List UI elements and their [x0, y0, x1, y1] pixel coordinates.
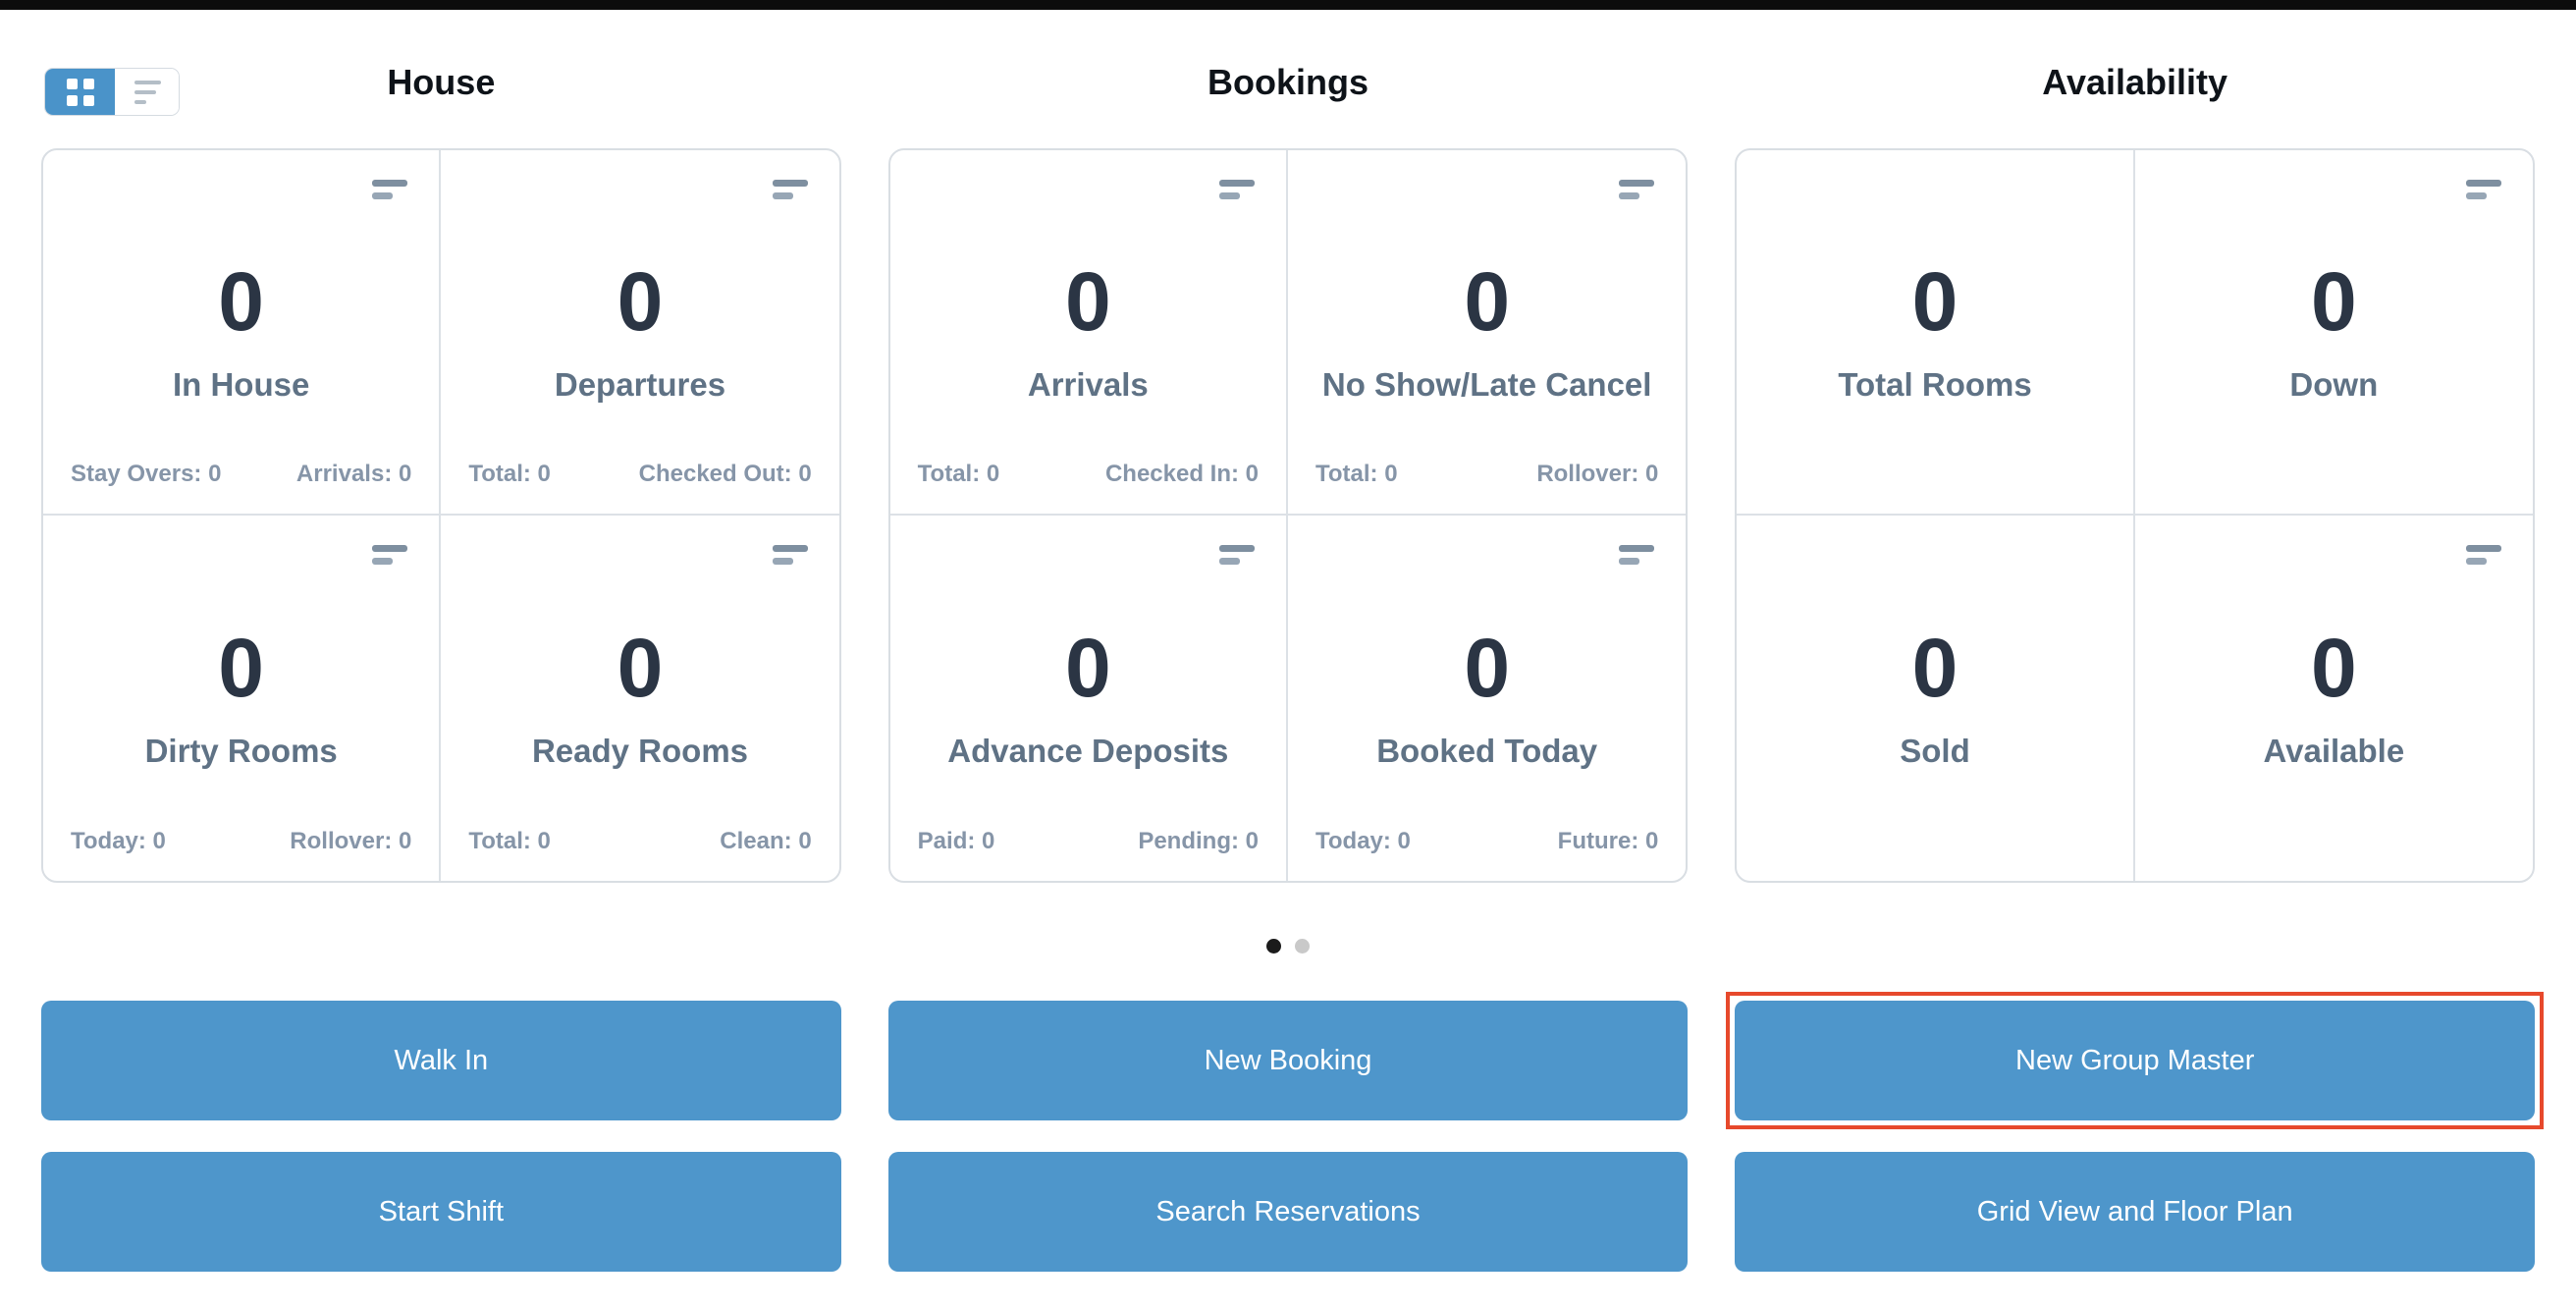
stat-cards-row: 0 In House Stay Overs: 0 Arrivals: 0 0 D… — [41, 148, 2536, 883]
stat-value: 0 — [2310, 255, 2357, 348]
action-buttons-row-1: Walk In New Booking New Group Master — [41, 992, 2545, 1129]
stat-label: Sold — [1900, 733, 1970, 769]
search-reservations-button[interactable]: Search Reservations — [887, 1152, 1689, 1272]
carousel-dots — [41, 938, 2535, 954]
footer-left: Today: 0 — [1315, 828, 1411, 854]
stat-footer: Total: 0 Rollover: 0 — [1315, 461, 1658, 488]
stat-label: Down — [2289, 366, 2379, 403]
walk-in-button[interactable]: Walk In — [41, 1001, 841, 1120]
carousel-dot-1[interactable] — [1266, 938, 1281, 954]
stat-value: 0 — [1464, 255, 1511, 348]
grid-view-icon — [66, 78, 94, 106]
stat-cell-down: 0 Down — [2134, 150, 2534, 516]
new-booking-button[interactable]: New Booking — [887, 1001, 1689, 1120]
stat-label: Advance Deposits — [947, 733, 1229, 769]
section-headers: House Bookings Availability — [41, 61, 2535, 104]
stat-label: Arrivals — [1027, 366, 1149, 403]
footer-right: Rollover: 0 — [1536, 461, 1659, 487]
footer-left: Total: 0 — [917, 461, 1000, 487]
stat-cell-departures: 0 Departures Total: 0 Checked Out: 0 — [441, 150, 839, 516]
stat-label: In House — [172, 366, 310, 403]
footer-right: Clean: 0 — [720, 828, 812, 854]
list-view-icon — [134, 80, 161, 84]
stat-cell-no-show-late-cancel: 0 No Show/Late Cancel Total: 0 Rollover:… — [1288, 150, 1687, 516]
card-menu-icon[interactable] — [1219, 180, 1255, 199]
card-menu-icon[interactable] — [1619, 545, 1655, 565]
card-group-house: 0 In House Stay Overs: 0 Arrivals: 0 0 D… — [41, 148, 841, 883]
stat-footer: Today: 0 Rollover: 0 — [71, 828, 411, 855]
start-shift-button[interactable]: Start Shift — [41, 1152, 841, 1272]
stat-label: Ready Rooms — [531, 733, 749, 769]
new-group-master-button[interactable]: New Group Master — [1735, 1001, 2536, 1120]
footer-left: Total: 0 — [468, 461, 551, 487]
footer-right: Checked In: 0 — [1104, 461, 1259, 487]
header-house: House — [387, 62, 496, 102]
card-group-availability: 0 Total Rooms 0 Down 0 Sold 0 Available — [1735, 148, 2536, 883]
carousel-dot-2[interactable] — [1295, 938, 1310, 954]
card-menu-icon[interactable] — [1619, 180, 1655, 199]
stat-cell-available: 0 Available — [2135, 516, 2533, 881]
stat-label: Dirty Rooms — [144, 733, 338, 769]
card-menu-icon[interactable] — [372, 545, 408, 565]
stat-label: Departures — [554, 366, 726, 403]
stat-cell-dirty-rooms: 0 Dirty Rooms Today: 0 Rollover: 0 — [43, 516, 442, 881]
view-toggle — [44, 68, 180, 116]
list-view-button[interactable] — [115, 69, 179, 115]
stat-label: Total Rooms — [1838, 366, 2032, 403]
stat-footer: Total: 0 Clean: 0 — [468, 828, 811, 855]
card-menu-icon[interactable] — [772, 180, 808, 199]
footer-left: Total: 0 — [1315, 461, 1398, 487]
stat-value: 0 — [1064, 622, 1111, 714]
card-menu-icon[interactable] — [2466, 545, 2502, 565]
stat-value: 0 — [1911, 255, 1959, 348]
stat-footer: Total: 0 Checked In: 0 — [918, 461, 1259, 488]
card-menu-icon[interactable] — [772, 545, 808, 565]
stat-cell-advance-deposits: 0 Advance Deposits Paid: 0 Pending: 0 — [890, 516, 1288, 881]
footer-right: Rollover: 0 — [290, 828, 412, 854]
footer-right: Pending: 0 — [1138, 828, 1259, 854]
stat-cell-total-rooms: 0 Total Rooms — [1737, 150, 2135, 516]
footer-right: Checked Out: 0 — [638, 461, 812, 487]
stat-value: 0 — [617, 255, 664, 348]
stat-label: Available — [2263, 733, 2405, 769]
top-black-bar — [0, 0, 2576, 10]
footer-left: Stay Overs: 0 — [71, 461, 222, 487]
grid-view-button[interactable] — [45, 69, 115, 115]
stat-cell-ready-rooms: 0 Ready Rooms Total: 0 Clean: 0 — [441, 516, 838, 881]
card-menu-icon[interactable] — [1219, 545, 1255, 565]
stat-value: 0 — [218, 255, 265, 348]
stat-value: 0 — [218, 622, 265, 714]
card-menu-icon[interactable] — [372, 180, 408, 199]
stat-footer: Today: 0 Future: 0 — [1315, 828, 1658, 855]
card-group-bookings: 0 Arrivals Total: 0 Checked In: 0 0 No S… — [887, 148, 1689, 883]
stat-footer: Paid: 0 Pending: 0 — [918, 828, 1259, 855]
stat-value: 0 — [1911, 622, 1959, 714]
stat-label: Booked Today — [1376, 733, 1598, 769]
stat-value: 0 — [2310, 622, 2357, 714]
stat-label: No Show/Late Cancel — [1321, 366, 1652, 403]
stat-value: 0 — [1464, 622, 1511, 714]
stat-value: 0 — [617, 622, 664, 714]
stat-cell-sold: 0 Sold — [1737, 516, 2135, 881]
footer-right: Future: 0 — [1557, 828, 1659, 854]
footer-left: Today: 0 — [71, 828, 166, 854]
stat-cell-arrivals: 0 Arrivals Total: 0 Checked In: 0 — [889, 150, 1288, 516]
card-menu-icon[interactable] — [2466, 180, 2502, 199]
stat-cell-in-house: 0 In House Stay Overs: 0 Arrivals: 0 — [43, 150, 442, 516]
header-bookings: Bookings — [1208, 62, 1369, 102]
footer-left: Paid: 0 — [917, 828, 995, 854]
footer-right: Arrivals: 0 — [295, 461, 412, 487]
action-buttons-row-2: Start Shift Search Reservations Grid Vie… — [41, 1152, 2536, 1272]
stat-footer: Total: 0 Checked Out: 0 — [468, 461, 811, 488]
header-availability: Availability — [2042, 62, 2228, 102]
stat-cell-booked-today: 0 Booked Today Today: 0 Future: 0 — [1288, 516, 1686, 881]
stat-value: 0 — [1064, 255, 1111, 348]
grid-view-floor-plan-button[interactable]: Grid View and Floor Plan — [1735, 1152, 2536, 1272]
stat-footer: Stay Overs: 0 Arrivals: 0 — [71, 461, 411, 488]
footer-left: Total: 0 — [468, 828, 551, 854]
